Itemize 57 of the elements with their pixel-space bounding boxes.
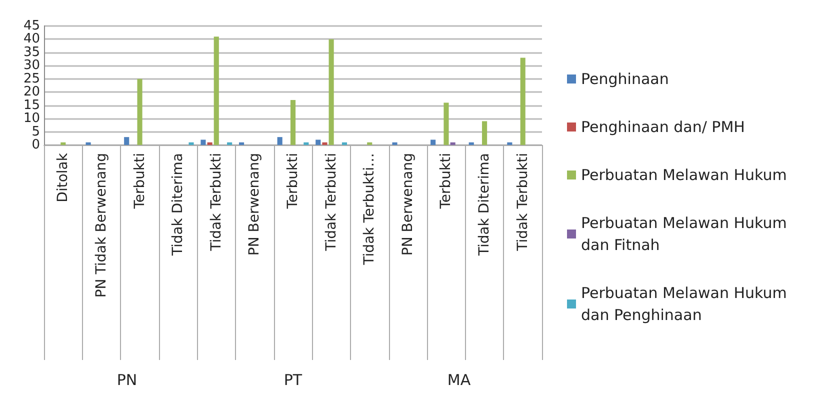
y-tick-label: 20 [23,84,40,100]
bar [290,100,296,145]
bar [520,58,526,145]
x-tick-label: PN Tidak Berwenang [93,153,110,298]
bar [214,36,219,145]
bar [137,78,142,145]
text: MA [447,371,472,389]
x-tick-label: Tidak Diterima [170,153,186,257]
x-tick-label: Ditolak [55,152,72,202]
bar [207,142,212,145]
bar [322,142,328,145]
x-tick-label: Terbukti [285,153,301,210]
bar [200,140,206,145]
x-tick-label: Tidak Terbukti [323,153,340,252]
bar [238,142,244,145]
bar [86,142,91,145]
bar [277,137,282,145]
y-tick-label: 10 [23,111,40,126]
bar [188,142,194,145]
bar [124,137,130,145]
x-tick-label: Terbukti [438,153,454,210]
bar [444,102,449,145]
text: PT [284,371,303,389]
bar [367,142,372,145]
y-tick-label: 35 [23,44,40,60]
bar [507,142,512,145]
x-tick-label: PN Berwenang [400,153,416,256]
y-tick-label: 15 [23,98,40,113]
bar [304,142,309,145]
x-tick-label: Tidak Terbukti [514,153,531,252]
x-tick-label: Tidak Terbukti [208,153,224,252]
x-tick-label: Tidak Diterima [476,153,493,257]
bar [342,142,348,145]
legend-label: Perbuatan Melawan Hukum dan Fitnah [581,214,792,254]
y-tick-label: 0 [32,138,40,152]
y-tick-label: 40 [23,32,40,47]
legend-label: Perbuatan Melawan Hukum dan Penghinaan [581,284,792,324]
legend-label: Penghinaan [581,70,669,88]
text: PN [116,371,138,389]
y-tick-label: 25 [23,71,40,86]
legend-label: Penghinaan dan/ PMH [581,118,745,136]
bar [482,121,488,145]
bar [450,142,456,145]
bar [468,142,474,145]
bar [392,142,398,145]
y-tick-label: 5 [32,124,40,140]
bar [328,39,334,145]
y-tick-label: 30 [23,58,40,74]
bar [60,142,66,145]
bar [227,142,232,145]
y-tick-label: 45 [23,18,40,34]
x-tick-label: Tidak Terbukti… [362,153,378,266]
legend-label: Perbuatan Melawan Hukum [581,166,787,184]
x-tick-label: Terbukti [132,153,148,210]
x-tick-label: PN Berwenang [246,153,263,256]
bar [316,140,321,145]
bar [430,140,436,145]
